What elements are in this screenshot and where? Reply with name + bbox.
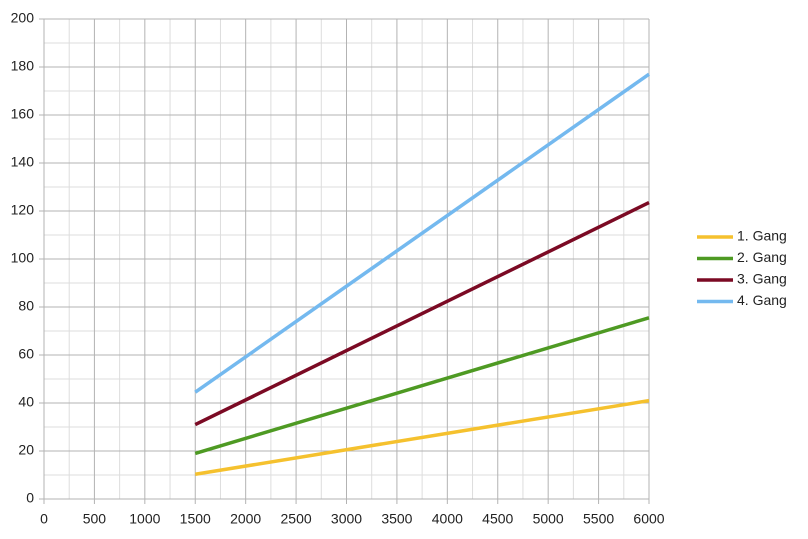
x-tick-label: 1500 bbox=[180, 511, 211, 527]
x-tick-label: 1000 bbox=[129, 511, 160, 527]
y-tick-label: 200 bbox=[11, 10, 35, 26]
y-tick-label: 40 bbox=[18, 394, 34, 410]
y-tick-label: 20 bbox=[18, 442, 34, 458]
x-tick-label: 6000 bbox=[633, 511, 664, 527]
x-tick-label: 500 bbox=[83, 511, 107, 527]
y-tick-label: 120 bbox=[11, 202, 35, 218]
legend-label: 1. Gang bbox=[737, 228, 787, 244]
series-line bbox=[194, 201, 650, 427]
y-tick-label: 60 bbox=[18, 346, 34, 362]
x-tick-label: 4500 bbox=[482, 511, 513, 527]
y-tick-label: 0 bbox=[26, 490, 34, 506]
x-tick-label: 5000 bbox=[533, 511, 564, 527]
y-tick-label: 180 bbox=[11, 58, 35, 74]
x-tick-label: 2500 bbox=[281, 511, 312, 527]
x-tick-label: 3000 bbox=[331, 511, 362, 527]
y-tick-label: 100 bbox=[11, 250, 35, 266]
y-tick-label: 140 bbox=[11, 154, 35, 170]
series-line bbox=[194, 72, 651, 394]
y-tick-label: 80 bbox=[18, 298, 34, 314]
x-tick-label: 2000 bbox=[230, 511, 261, 527]
x-tick-label: 5500 bbox=[583, 511, 614, 527]
y-tick-label: 160 bbox=[11, 106, 35, 122]
legend-label: 3. Gang bbox=[737, 271, 787, 287]
series-line bbox=[194, 316, 650, 456]
x-tick-label: 4000 bbox=[432, 511, 463, 527]
series-line bbox=[194, 398, 650, 477]
legend-label: 4. Gang bbox=[737, 292, 787, 308]
legend-label: 2. Gang bbox=[737, 249, 787, 265]
x-tick-label: 0 bbox=[40, 511, 48, 527]
x-tick-label: 3500 bbox=[381, 511, 412, 527]
